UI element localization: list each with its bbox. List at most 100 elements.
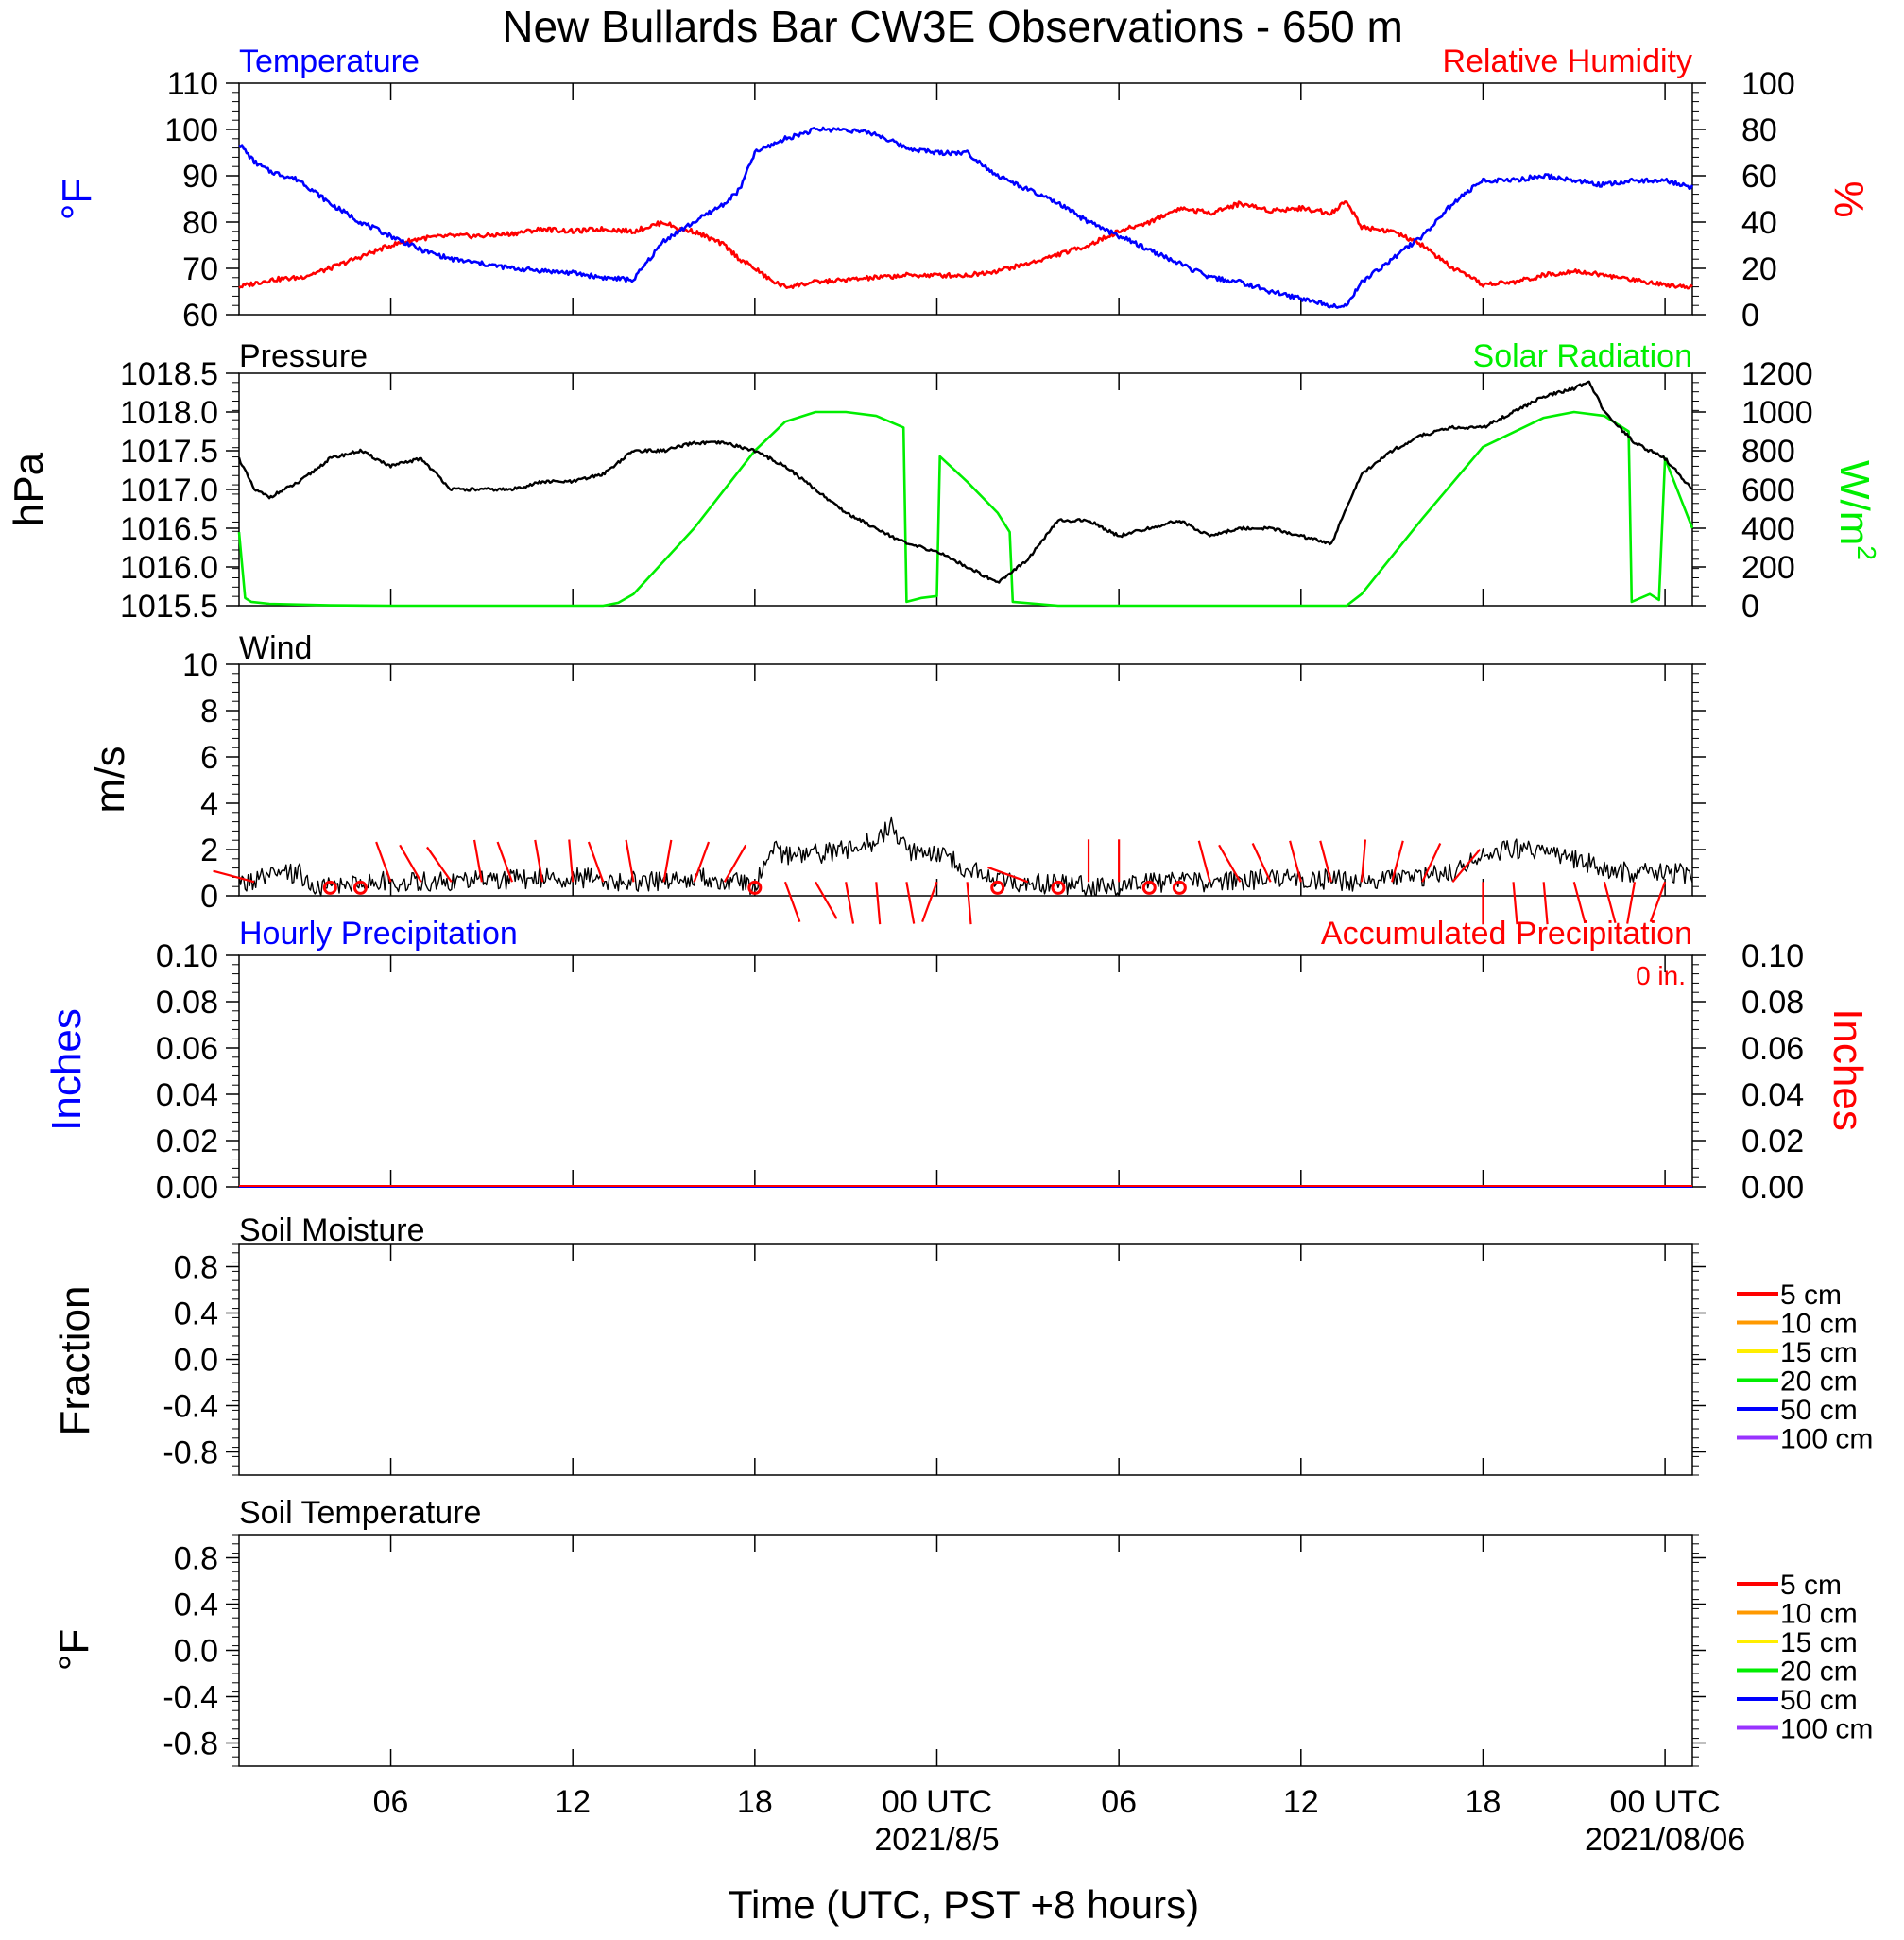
legend-label: 50 cm xyxy=(1780,1685,1858,1716)
accum-precip-unit: Inches xyxy=(1825,1008,1871,1131)
humidity-title: Relative Humidity xyxy=(1442,43,1692,79)
wind-barb xyxy=(905,882,916,924)
wind-barb xyxy=(534,839,544,883)
wind-calm-marker xyxy=(322,880,337,895)
legend-label: 5 cm xyxy=(1780,1570,1842,1601)
soil-moisture-frame xyxy=(238,1243,1693,1476)
soil-moisture-ytick-label: 0.0 xyxy=(174,1343,218,1379)
temperature-ytick-label-right: 0 xyxy=(1741,298,1759,334)
panel-pressure-solar: Pressure Solar Radiation hPa W/m2 1015.5… xyxy=(6,338,1881,625)
temperature-ytick-label-right: 80 xyxy=(1741,112,1777,148)
legend-label: 50 cm xyxy=(1780,1395,1858,1426)
soil-moisture-ytick-label: 0.4 xyxy=(174,1296,218,1332)
soil-moisture-plot-area: -0.8 -0.4 0.0 0.4 0.8 xyxy=(163,1243,1706,1476)
pressure-ytick-label: 1017.0 xyxy=(120,472,218,508)
soil-moisture-unit: Fraction xyxy=(52,1286,98,1436)
temperature-ytick-label: 110 xyxy=(167,66,218,102)
soil-temperature-title: Soil Temperature xyxy=(239,1495,481,1531)
precipitation-frame xyxy=(238,954,1693,1188)
wind-barb xyxy=(399,844,422,883)
temperature-unit: °F xyxy=(54,179,100,220)
legend-label: 10 cm xyxy=(1780,1599,1858,1630)
pressure-ytick-label-right: 400 xyxy=(1741,511,1795,547)
x-tick-label: 18 xyxy=(737,1784,773,1820)
precipitation-ytick-label-right: 0.06 xyxy=(1741,1031,1804,1067)
pressure-ytick-label: 1018.5 xyxy=(120,356,218,392)
humidity-unit: % xyxy=(1826,180,1872,217)
soil-temperature-ytick-label: 0.8 xyxy=(174,1541,218,1577)
wind-barb xyxy=(1218,844,1242,883)
pressure-ytick-label: 1017.5 xyxy=(120,434,218,470)
pressure-ytick-label-right: 200 xyxy=(1741,550,1795,586)
wind-barb xyxy=(845,882,855,924)
legend-label: 10 cm xyxy=(1780,1309,1858,1340)
hourly-precip-title: Hourly Precipitation xyxy=(239,916,518,952)
soil-temperature-unit: °F xyxy=(51,1629,97,1671)
accum-precip-total: 0 in. xyxy=(1636,961,1686,990)
wind-barb xyxy=(1197,840,1211,883)
pressure-unit: hPa xyxy=(6,452,52,526)
wind-barb xyxy=(568,839,575,883)
pressure-ytick-label: 1015.5 xyxy=(120,589,218,625)
precipitation-ytick-label: 0.02 xyxy=(156,1124,218,1159)
temperature-frame xyxy=(238,82,1693,316)
precipitation-ytick-label-right: 0.02 xyxy=(1741,1124,1804,1159)
wind-barb xyxy=(693,841,711,883)
soil-moisture-ytick-label: -0.8 xyxy=(163,1435,218,1471)
wind-barb xyxy=(1360,839,1367,883)
temperature-title: Temperature xyxy=(239,43,420,79)
panel-soil-temperature: Soil Temperature °F -0.8 -0.4 0.0 0.4 0.8 5 … xyxy=(51,1495,1873,1767)
legend-label: 100 cm xyxy=(1780,1424,1873,1455)
wind-barb xyxy=(723,844,747,883)
wind-calm-marker xyxy=(747,880,763,895)
pressure-line xyxy=(237,380,1693,584)
solar-line xyxy=(237,410,1694,608)
temperature-ytick-label: 100 xyxy=(164,112,218,148)
wind-calm-marker xyxy=(990,880,1005,895)
x-axis-title: Time (UTC, PST +8 hours) xyxy=(729,1882,1199,1927)
x-tick-label: 06 xyxy=(1101,1784,1137,1820)
precipitation-ytick-label: 0.04 xyxy=(156,1077,218,1113)
x-tick-label: 06 xyxy=(373,1784,409,1820)
precipitation-ytick-label: 0.06 xyxy=(156,1031,218,1067)
wind-barb xyxy=(1603,882,1617,924)
precipitation-ytick-label-right: 0.08 xyxy=(1741,985,1804,1021)
x-tick-label: 12 xyxy=(555,1784,591,1820)
wind-calm-marker xyxy=(1172,880,1187,895)
wind-barb xyxy=(375,841,392,883)
pressure-ytick-label-right: 1200 xyxy=(1741,356,1813,392)
soil-temperature-frame xyxy=(238,1534,1693,1767)
wind-barb xyxy=(966,882,972,925)
wind-barb xyxy=(1649,881,1667,922)
precipitation-ytick-label-right: 0.00 xyxy=(1741,1170,1804,1206)
pressure-ytick-label-right: 0 xyxy=(1741,589,1759,625)
wind-barb xyxy=(1451,849,1482,884)
wind-barb xyxy=(587,841,605,883)
wind-barb xyxy=(875,882,882,925)
wind-ytick-label: 6 xyxy=(200,740,218,776)
legend-label: 15 cm xyxy=(1780,1627,1858,1658)
solar-unit-exponent: 2 xyxy=(1852,545,1881,560)
wind-barb xyxy=(783,881,801,922)
temperature-ytick-label: 70 xyxy=(182,251,218,287)
wind-plot-area: 0 2 4 6 8 10 xyxy=(182,647,1706,925)
soil-temperature-ytick-label: -0.8 xyxy=(163,1726,218,1762)
x-date-label: 2021/8/5 xyxy=(874,1822,999,1858)
wind-barb xyxy=(426,846,453,883)
wind-unit: m/s xyxy=(87,747,133,814)
soil-moisture-title: Soil Moisture xyxy=(239,1212,425,1248)
solar-unit-base: W/m xyxy=(1831,460,1878,545)
x-tick-label: 00 UTC xyxy=(1610,1784,1721,1820)
legend-label: 100 cm xyxy=(1780,1714,1873,1745)
soil-moisture-ytick-label: -0.4 xyxy=(163,1389,218,1425)
pressure-ytick-label-right: 600 xyxy=(1741,472,1795,508)
wind-calm-marker xyxy=(352,880,368,895)
pressure-title: Pressure xyxy=(239,338,368,374)
x-tick-label: 18 xyxy=(1466,1784,1501,1820)
wind-frame xyxy=(238,663,1693,897)
wind-barb xyxy=(496,841,514,883)
legend-label: 15 cm xyxy=(1780,1337,1858,1368)
